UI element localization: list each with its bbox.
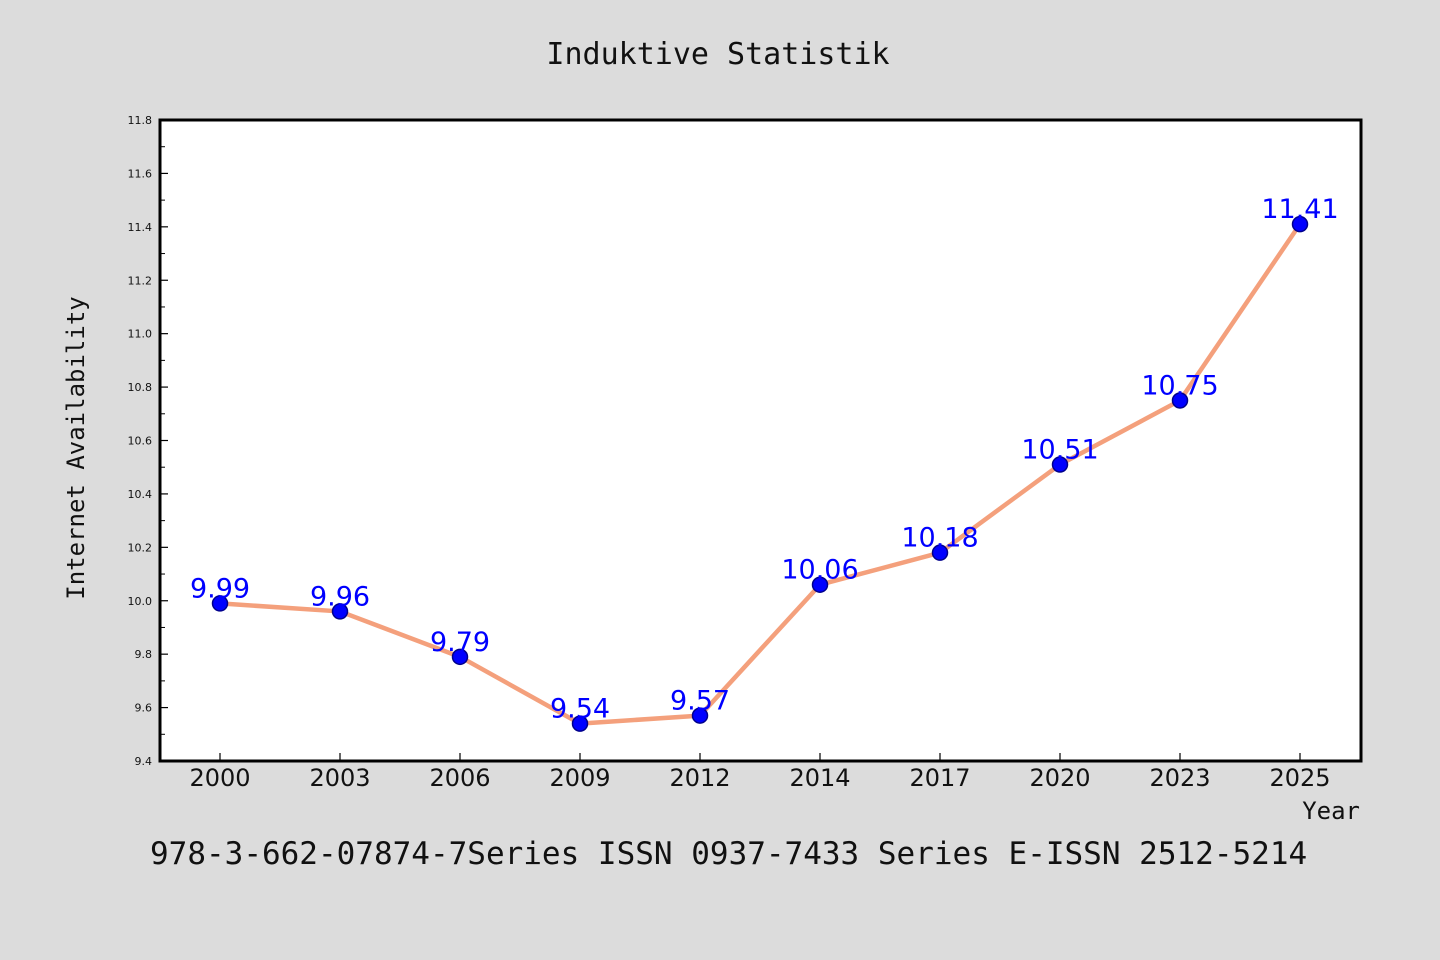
x-tick-label-2009: 2009 xyxy=(549,764,610,792)
data-label-2025: 11.41 xyxy=(1261,194,1338,225)
chart-title: Induktive Statistik xyxy=(546,37,889,72)
y-tick-label: 10.0 xyxy=(128,595,153,608)
y-tick-label: 10.8 xyxy=(128,381,153,394)
series-line xyxy=(217,221,1303,726)
x-tick-label-2017: 2017 xyxy=(909,764,970,792)
data-point-2012 xyxy=(691,707,709,724)
y-tick-label: 10.6 xyxy=(128,435,153,448)
data-label-2017: 10.18 xyxy=(901,523,978,554)
x-axis: 2000 2003 2006 2009 2012 2014 2017 2020 2023 2025 xyxy=(189,753,1331,792)
data-point-2017 xyxy=(931,544,949,561)
y-tick-label: 9.4 xyxy=(135,755,153,768)
x-tick-label-2025: 2025 xyxy=(1269,764,1330,792)
data-point-2000 xyxy=(211,595,229,612)
x-tick-label-2012: 2012 xyxy=(669,764,730,792)
data-point-2009 xyxy=(571,715,589,732)
data-label-2003: 9.96 xyxy=(310,581,370,612)
data-label-2020: 10.51 xyxy=(1021,435,1098,466)
y-tick-label: 11.0 xyxy=(128,328,153,341)
data-label-2009: 9.54 xyxy=(550,694,610,725)
data-label-2012: 9.57 xyxy=(670,686,730,717)
data-label-2000: 9.99 xyxy=(190,573,250,604)
data-point-2023 xyxy=(1171,392,1189,409)
y-tick-label: 11.6 xyxy=(128,167,153,180)
y-tick-label: 9.8 xyxy=(135,648,153,661)
data-point-2020 xyxy=(1051,456,1069,473)
data-point-2014 xyxy=(811,576,829,593)
y-axis-label: Internet Availability xyxy=(62,296,90,599)
y-tick-label: 10.2 xyxy=(128,541,153,554)
x-tick-label-2006: 2006 xyxy=(429,764,490,792)
y-tick-label: 11.8 xyxy=(128,114,153,127)
data-label-2023: 10.75 xyxy=(1141,370,1218,401)
y-tick-label: 9.6 xyxy=(135,702,153,715)
x-tick-label-2003: 2003 xyxy=(309,764,370,792)
data-label-2014: 10.06 xyxy=(781,555,858,586)
data-point-2003 xyxy=(331,603,349,620)
plot-area xyxy=(158,118,1363,763)
x-tick-label-2020: 2020 xyxy=(1029,764,1090,792)
x-tick-label-2023: 2023 xyxy=(1149,764,1210,792)
x-tick-label-2014: 2014 xyxy=(789,764,850,792)
y-tick-label: 11.4 xyxy=(128,221,153,234)
y-tick-label: 11.2 xyxy=(128,274,153,287)
data-point-2006 xyxy=(451,648,469,666)
y-axis: 9.4 9.6 9.8 10.0 10.2 10.4 10.6 10.8 11.0 11.2 11.… xyxy=(128,114,168,768)
x-tick-label-2000: 2000 xyxy=(189,764,250,792)
data-label-2006: 9.79 xyxy=(430,627,490,658)
footer-isbn-issn: 978-3-662-07874-7Series ISSN 0937-7433 S… xyxy=(150,836,1307,872)
y-tick-label: 10.4 xyxy=(128,488,153,501)
series-layer: 9.99 9.96 9.79 9.54 9.57 10.06 10.18 10.51 10.75… xyxy=(190,194,1339,732)
x-axis-label: Year xyxy=(1302,797,1360,825)
data-point-2025 xyxy=(1291,215,1309,233)
